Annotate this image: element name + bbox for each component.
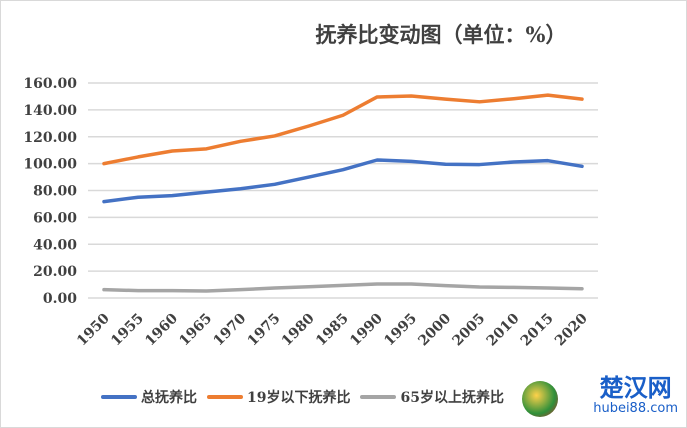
y-tick-label: 100.00 [23, 157, 77, 173]
legend-label: 总抚养比 [141, 390, 197, 406]
watermark-cn: 楚汉网 [599, 374, 672, 402]
y-tick-label: 80.00 [33, 184, 77, 200]
chart-title: 抚养比变动图（单位：%） [315, 22, 567, 47]
watermark-logo: 楚汉网 hubei88.com [593, 375, 678, 416]
legend-label: 19岁以下抚养比 [247, 390, 351, 406]
legend-item-total: 总抚养比 [101, 387, 197, 407]
legend-swatch [207, 395, 243, 399]
x-tick-label: 1975 [245, 311, 284, 350]
x-tick-label: 2015 [518, 311, 557, 350]
x-tick-label: 2005 [450, 311, 489, 350]
y-tick-label: 0.00 [43, 291, 77, 307]
y-tick-label: 160.00 [23, 76, 77, 92]
x-tick-label: 2010 [484, 310, 523, 349]
legend-label: 65岁以上抚养比 [400, 390, 504, 406]
watermark-globe-icon [522, 381, 558, 417]
x-tick-label: 2020 [552, 310, 591, 349]
x-tick-label: 1965 [176, 311, 215, 350]
series-line-1 [102, 93, 584, 166]
x-tick-label: 1995 [381, 311, 420, 350]
legend-item-65plus: 65岁以上抚养比 [360, 387, 504, 407]
x-tick-label: 2000 [415, 310, 454, 349]
series-line-2 [102, 282, 584, 293]
legend-swatch [101, 395, 137, 399]
watermark-en: hubei88.com [593, 401, 678, 416]
x-tick-label: 1970 [211, 310, 250, 349]
y-tick-label: 20.00 [33, 264, 77, 280]
y-tick-label: 140.00 [23, 103, 77, 119]
legend-item-under19: 19岁以下抚养比 [207, 387, 350, 407]
x-tick-label: 1990 [347, 310, 386, 349]
y-tick-label: 40.00 [33, 237, 77, 253]
y-tick-label: 60.00 [33, 210, 77, 226]
x-tick-label: 1960 [142, 310, 181, 349]
legend: 总抚养比 19岁以下抚养比 65岁以上抚养比 [101, 387, 514, 407]
x-tick-label: 1950 [74, 310, 113, 349]
y-tick-label: 120.00 [23, 130, 77, 146]
series-line-0 [102, 158, 584, 204]
x-tick-label: 1985 [313, 311, 352, 350]
x-tick-label: 1955 [108, 311, 147, 350]
x-tick-label: 1980 [279, 310, 318, 349]
legend-swatch [360, 395, 397, 399]
